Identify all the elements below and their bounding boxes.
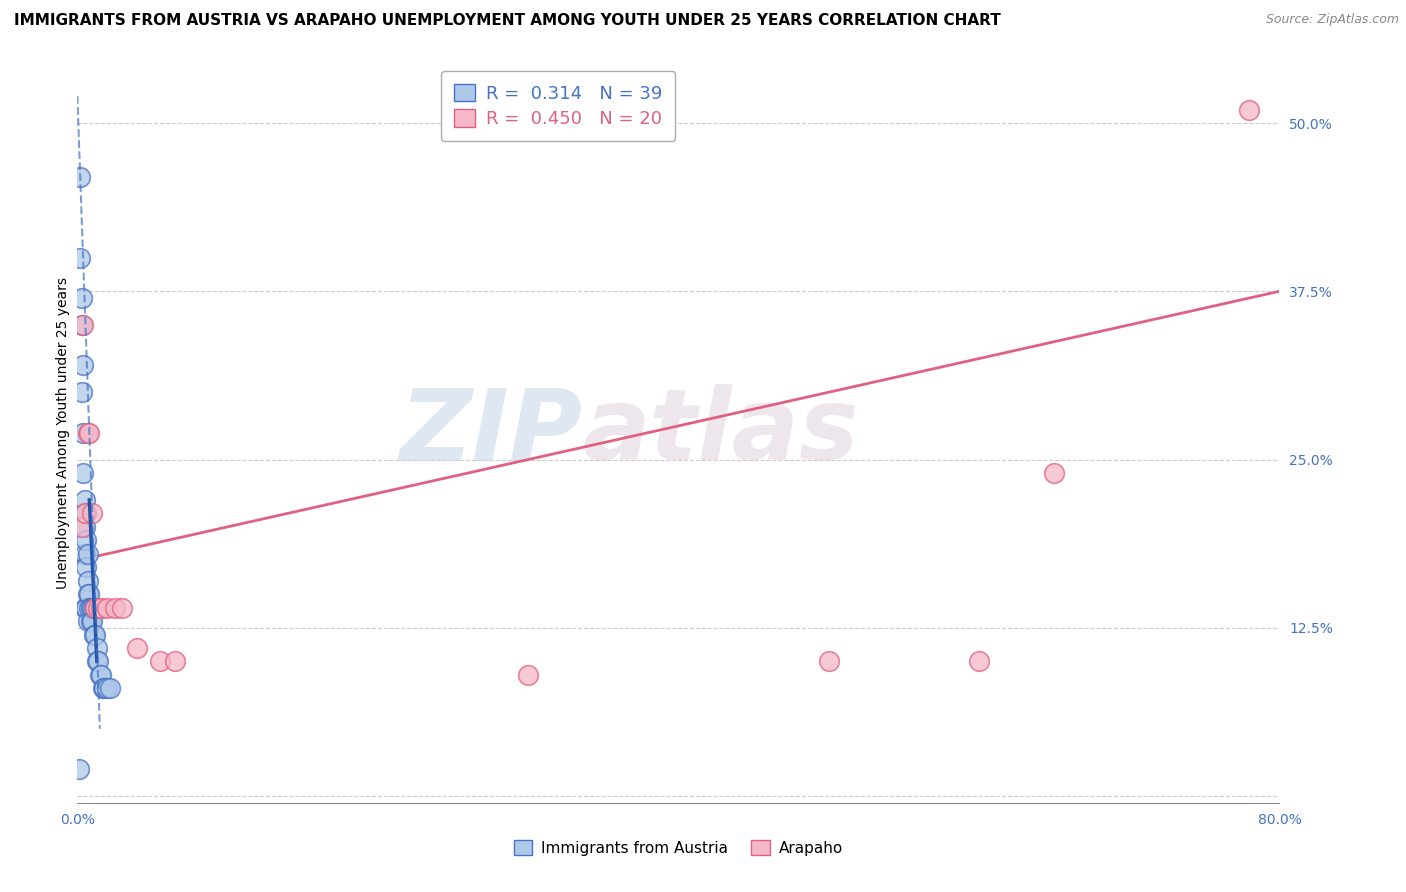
Point: [76, 547, 98, 561]
Point: [82, 507, 104, 521]
Point: [75, 560, 97, 574]
Point: [86, 655, 108, 669]
Point: [75, 600, 97, 615]
Point: [100, 681, 122, 696]
Text: ZIP: ZIP: [399, 384, 582, 481]
Point: [90, 668, 112, 682]
Point: [69, 169, 91, 184]
Text: Source: ZipAtlas.com: Source: ZipAtlas.com: [1265, 13, 1399, 27]
Point: [86, 640, 108, 655]
Point: [149, 655, 172, 669]
Point: [79, 587, 101, 601]
Point: [89, 668, 111, 682]
Point: [73, 520, 96, 534]
Text: IMMIGRANTS FROM AUSTRIA VS ARAPAHO UNEMPLOYMENT AMONG YOUTH UNDER 25 YEARS CORRE: IMMIGRANTS FROM AUSTRIA VS ARAPAHO UNEMP…: [14, 13, 1001, 29]
Point: [90, 600, 112, 615]
Point: [79, 425, 101, 440]
Point: [817, 655, 839, 669]
Legend: Immigrants from Austria, Arapaho: Immigrants from Austria, Arapaho: [508, 834, 849, 862]
Point: [73, 507, 96, 521]
Point: [72, 466, 94, 480]
Point: [75, 507, 97, 521]
Point: [72, 359, 94, 373]
Point: [91, 681, 114, 696]
Point: [96, 600, 118, 615]
Point: [517, 668, 540, 682]
Point: [967, 655, 990, 669]
Point: [80, 614, 103, 628]
Point: [1043, 466, 1066, 480]
Point: [83, 627, 105, 641]
Point: [87, 655, 110, 669]
Point: [104, 600, 127, 615]
Point: [75, 533, 97, 548]
Point: [73, 547, 96, 561]
Point: [127, 640, 149, 655]
Point: [70, 520, 93, 534]
Point: [69, 251, 91, 265]
Point: [76, 574, 98, 588]
Point: [70, 318, 93, 332]
Point: [82, 614, 104, 628]
Point: [83, 600, 105, 615]
Point: [84, 600, 107, 615]
Point: [84, 627, 107, 641]
Point: [67, 762, 90, 776]
Y-axis label: Unemployment Among Youth under 25 years: Unemployment Among Youth under 25 years: [56, 277, 70, 589]
Point: [72, 318, 94, 332]
Point: [73, 600, 96, 615]
Point: [70, 385, 93, 400]
Point: [80, 600, 103, 615]
Point: [82, 600, 104, 615]
Point: [93, 681, 115, 696]
Point: [111, 600, 134, 615]
Text: atlas: atlas: [582, 384, 859, 481]
Point: [96, 681, 118, 696]
Point: [87, 600, 110, 615]
Point: [1239, 103, 1261, 117]
Point: [76, 614, 98, 628]
Point: [76, 587, 98, 601]
Point: [79, 600, 101, 615]
Point: [76, 425, 98, 440]
Point: [70, 291, 93, 305]
Point: [72, 425, 94, 440]
Point: [73, 492, 96, 507]
Point: [163, 655, 186, 669]
